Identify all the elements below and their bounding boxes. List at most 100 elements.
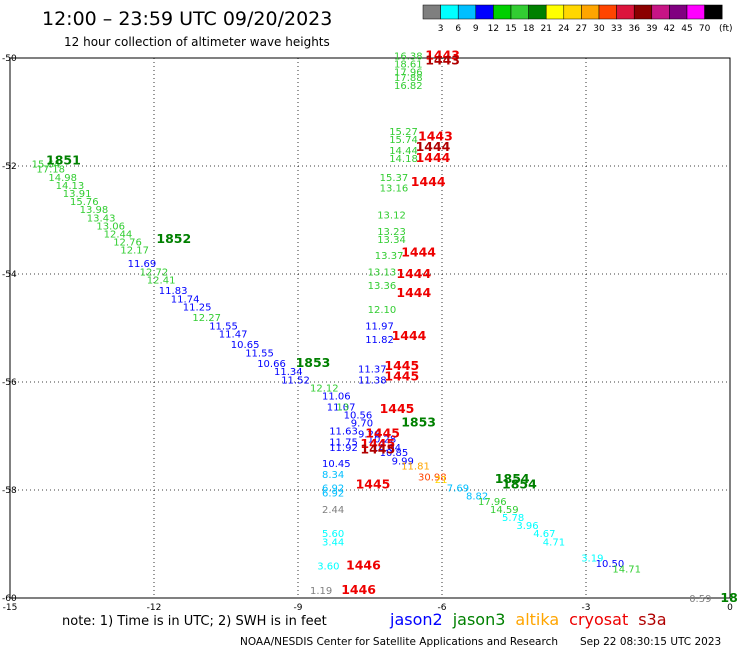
- legend-cryosat: cryosat: [569, 610, 628, 629]
- wave-height-label: 14.13: [56, 181, 85, 192]
- colorbar-swatch: [633, 4, 653, 20]
- wave-height-label: 14.71: [612, 564, 641, 575]
- wave-height-label: 13.13: [368, 267, 397, 278]
- wave-height-label: 11.55: [245, 348, 274, 359]
- y-tick-label: -60: [2, 594, 17, 604]
- wave-height-label: 11.92: [329, 443, 358, 454]
- wave-height-label: 10.85: [380, 448, 409, 459]
- wave-height-label: 9.70: [351, 419, 373, 430]
- colorbar-label: 18: [523, 24, 535, 34]
- wave-height-label: 11.83: [159, 286, 188, 297]
- wave-height-label: 11.75: [329, 437, 358, 448]
- colorbar-label: 39: [646, 24, 658, 34]
- wave-height-label: 17.96: [478, 497, 507, 508]
- x-tick-label: -15: [3, 603, 18, 613]
- wave-height-label: 11.82: [365, 335, 394, 346]
- colorbar-swatch: [651, 4, 670, 20]
- x-tick-label: -12: [147, 603, 162, 613]
- wave-height-label: 13.37: [375, 251, 404, 262]
- pass-time-label: 1446: [346, 558, 381, 573]
- wave-height-label: 4.71: [543, 537, 565, 548]
- footer-source: NOAA/NESDIS Center for Satellite Applica…: [240, 636, 558, 648]
- colorbar-label: 30: [593, 24, 605, 34]
- wave-height-label: 11.97: [365, 321, 394, 332]
- wave-height-label: 15.74: [389, 135, 418, 146]
- chart-title: 12:00 – 23:59 UTC 09/20/2023: [42, 8, 332, 30]
- legend-jason3: jason3: [452, 610, 506, 629]
- pass-time-label: 1445: [365, 425, 400, 440]
- wave-height-label: 11.07: [327, 402, 356, 413]
- wave-height-label: 10.50: [596, 559, 625, 570]
- colorbar-swatch: [528, 4, 547, 20]
- wave-height-label: 10.56: [344, 410, 373, 421]
- wave-height-label: 3.44: [322, 537, 344, 548]
- wave-height-label: 8.34: [322, 470, 344, 481]
- wave-height-label: 11.69: [128, 259, 157, 270]
- pass-time-label: 1853: [401, 415, 436, 430]
- wave-height-label: 2.44: [322, 505, 344, 516]
- wave-height-label: 13.16: [380, 184, 409, 195]
- wave-height-label: 15.37: [380, 173, 409, 184]
- pass-time-label: 1444: [411, 174, 446, 189]
- colorbar-swatch: [493, 4, 512, 20]
- wave-height-label: 4.67: [533, 529, 555, 540]
- pass-time-label: 1444: [416, 139, 451, 154]
- footer-timestamp: Sep 22 08:30:15 UTC 2023: [580, 636, 721, 648]
- pass-time-label: 1444: [396, 285, 431, 300]
- colorbar-swatch: [422, 4, 441, 20]
- x-tick-label: -3: [582, 603, 591, 613]
- wave-height-label: 16.82: [394, 81, 423, 92]
- wave-height-label: 11.34: [274, 367, 303, 378]
- wave-height-label: 12.17: [120, 246, 149, 257]
- pass-time-label: 1851: [46, 153, 81, 168]
- wave-height-label: 11.74: [171, 294, 200, 305]
- legend-s3a: s3a: [638, 610, 666, 629]
- wave-height-label: 0.59: [689, 594, 711, 605]
- plot-border: [9, 57, 731, 599]
- wave-height-label: 14.98: [48, 173, 77, 184]
- wave-height-label: 15.64: [32, 159, 61, 170]
- wave-height-label: 11.38: [358, 375, 387, 386]
- colorbar-swatch: [686, 4, 705, 20]
- plot-area: -15 -12 -9 -6 -3 0-50-52-54-56-58-60 15.6417.…: [2, 47, 738, 613]
- chart-subtitle: 12 hour collection of altimeter wave hei…: [64, 35, 330, 49]
- wave-height-label: 11.55: [209, 321, 238, 332]
- y-tick-label: -54: [2, 270, 17, 280]
- wave-height-label: 1.19: [310, 586, 332, 597]
- wave-height-label: 12.12: [310, 383, 339, 394]
- wave-height-label: 13.36: [368, 281, 397, 292]
- pass-time-label: 1445: [384, 358, 419, 373]
- wave-height-label: 10.65: [231, 340, 260, 351]
- pass-time-label: 1444: [392, 328, 427, 343]
- wave-height-label: 8.82: [466, 491, 488, 502]
- wave-height-label: 3.96: [516, 521, 538, 532]
- pass-time-label: 1854: [502, 477, 537, 492]
- pass-time-label: 18: [720, 590, 737, 605]
- wave-height-label: 12.72: [140, 267, 169, 278]
- pass-time-label: 1853: [296, 355, 331, 370]
- pass-time-label: 1854: [495, 471, 530, 486]
- pass-time-label: 1445: [384, 369, 419, 384]
- colorbar-label: 3: [438, 24, 444, 34]
- y-tick-label: -50: [2, 54, 17, 64]
- pass-time-label: 1446: [341, 582, 376, 597]
- colorbar-swatch: [510, 4, 529, 20]
- note-text: note: 1) Time is in UTC; 2) SWH is in fe…: [62, 614, 327, 629]
- wave-height-label: 10.66: [257, 359, 286, 370]
- wave-height-label: 10.45: [322, 459, 351, 470]
- wave-height-label: 15.76: [70, 197, 99, 208]
- wave-height-label: 15.27: [389, 127, 418, 138]
- wave-height-label: 30.98: [418, 473, 447, 484]
- wave-height-label: 17.96: [394, 68, 423, 79]
- wave-height-label: 16.38: [394, 51, 423, 62]
- wave-height-label: 12.10: [368, 305, 397, 316]
- colorbar-swatch: [545, 4, 565, 20]
- colorbar-label: 9: [473, 24, 479, 34]
- colorbar-label: 45: [681, 24, 692, 34]
- wave-height-label: 11.63: [329, 427, 358, 438]
- axis-ticks: -15 -12 -9 -6 -3 0 -50 -52 -54 -56 -58 -60: [2, 54, 733, 613]
- legend-altika: altika: [515, 610, 559, 629]
- colorbar-label: 70: [699, 24, 711, 34]
- colorbar-label: 6: [455, 24, 461, 34]
